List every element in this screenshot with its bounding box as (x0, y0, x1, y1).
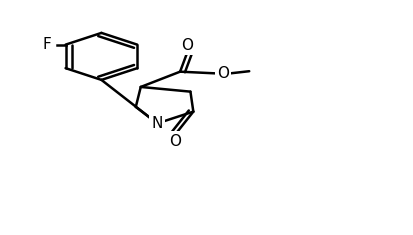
Text: O: O (181, 38, 193, 53)
Text: O: O (216, 66, 228, 81)
Text: F: F (43, 37, 51, 52)
Text: N: N (151, 116, 163, 131)
Text: O: O (169, 133, 180, 149)
